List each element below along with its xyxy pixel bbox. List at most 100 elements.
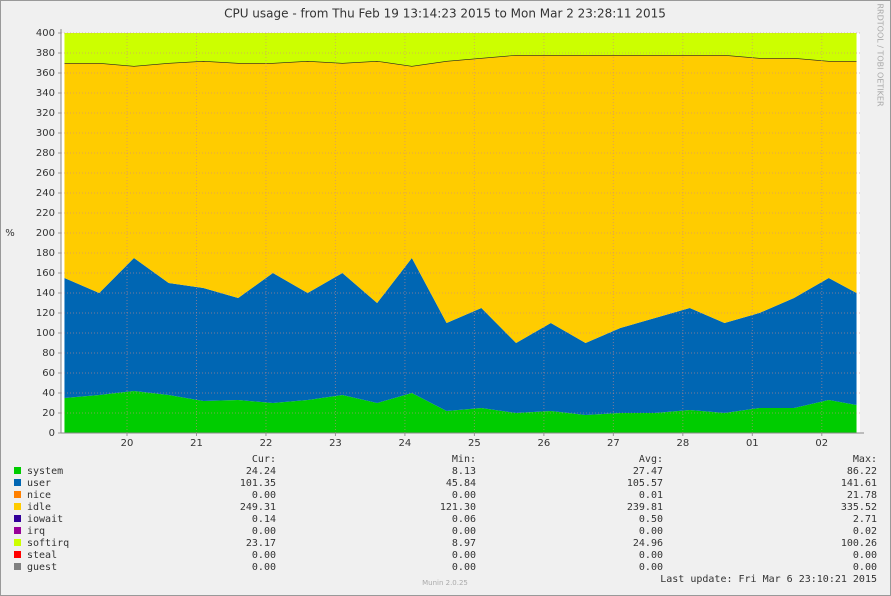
legend-stat: 0.00: [252, 550, 276, 561]
x-tick-label: 21: [190, 438, 203, 449]
y-tick-label: 400: [36, 28, 55, 39]
legend-stat: 0.00: [452, 562, 476, 573]
area: [64, 258, 857, 415]
legend-label: user: [27, 478, 51, 489]
y-tick-label: 120: [36, 308, 55, 319]
legend-stat: 8.13: [452, 466, 476, 477]
legend-label: system: [27, 466, 63, 477]
y-tick-label: 260: [36, 168, 55, 179]
legend-stat: 0.00: [252, 490, 276, 501]
legend-stat: 0.00: [252, 526, 276, 537]
legend-stat: 45.84: [446, 478, 476, 489]
legend-stat: 121.30: [440, 502, 476, 513]
y-tick-label: 20: [42, 408, 55, 419]
legend-stat: 249.31: [240, 502, 276, 513]
y-tick-label: 80: [42, 348, 55, 359]
y-tick-label: 60: [42, 368, 55, 379]
legend-swatch: [14, 527, 21, 534]
x-tick-label: 25: [468, 438, 481, 449]
last-update: Last update: Fri Mar 6 23:10:21 2015: [660, 574, 877, 585]
y-tick-label: 340: [36, 88, 55, 99]
legend-stat: 24.24: [246, 466, 276, 477]
legend-stat: 239.81: [627, 502, 663, 513]
x-tick-label: 20: [121, 438, 134, 449]
legend-swatch: [14, 467, 21, 474]
x-tick-label: 24: [399, 438, 412, 449]
y-axis-label: %: [5, 228, 15, 239]
legend-label: steal: [27, 550, 57, 561]
x-tick-label: 28: [676, 438, 689, 449]
legend-stat: 0.00: [853, 550, 877, 561]
y-tick-label: 240: [36, 188, 55, 199]
legend-swatch: [14, 503, 21, 510]
legend-stat: 8.97: [452, 538, 476, 549]
y-tick-label: 180: [36, 248, 55, 259]
legend-stat: 0.00: [452, 490, 476, 501]
legend-stat: 101.35: [240, 478, 276, 489]
legend-swatch: [14, 491, 21, 498]
legend-stat: 0.00: [252, 562, 276, 573]
legend-label: guest: [27, 562, 57, 573]
area: [64, 391, 857, 433]
y-tick-label: 160: [36, 268, 55, 279]
stat-header: Cur:: [252, 454, 276, 465]
y-tick-label: 140: [36, 288, 55, 299]
y-tick-label: 0: [49, 428, 55, 439]
legend-stat: 0.50: [639, 514, 663, 525]
legend-stat: 0.14: [252, 514, 276, 525]
y-tick-label: 380: [36, 48, 55, 59]
legend-stat: 105.57: [627, 478, 663, 489]
y-tick-label: 100: [36, 328, 55, 339]
x-tick-label: 01: [746, 438, 759, 449]
legend-stat: 0.00: [853, 562, 877, 573]
footer: Munin 2.0.25: [422, 579, 468, 587]
x-tick-label: 27: [607, 438, 620, 449]
x-tick-label: 26: [538, 438, 551, 449]
legend-stat: 100.26: [841, 538, 877, 549]
stat-header: Max:: [853, 454, 877, 465]
y-tick-label: 40: [42, 388, 55, 399]
legend-label: irq: [27, 526, 45, 537]
legend-label: iowait: [27, 514, 63, 525]
x-tick-label: 23: [329, 438, 342, 449]
legend-stat: 0.00: [452, 550, 476, 561]
area: [64, 33, 857, 66]
legend-stat: 0.00: [639, 526, 663, 537]
legend-stat: 0.00: [452, 526, 476, 537]
legend-stat: 0.02: [853, 526, 877, 537]
legend-label: nice: [27, 490, 51, 501]
legend-stat: 23.17: [246, 538, 276, 549]
side-text: RRDTOOL / TOBI OETIKER: [876, 3, 885, 106]
y-tick-label: 360: [36, 68, 55, 79]
legend-stat: 86.22: [847, 466, 877, 477]
legend-stat: 21.78: [847, 490, 877, 501]
legend-label: idle: [27, 502, 51, 513]
legend-stat: 141.61: [841, 478, 877, 489]
y-tick-label: 320: [36, 108, 55, 119]
legend-stat: 0.06: [452, 514, 476, 525]
legend-swatch: [14, 551, 21, 558]
legend-stat: 2.71: [853, 514, 877, 525]
legend-label: softirq: [27, 538, 69, 549]
legend-stat: 0.01: [639, 490, 663, 501]
legend-swatch: [14, 479, 21, 486]
y-tick-label: 200: [36, 228, 55, 239]
legend-swatch: [14, 515, 21, 522]
legend-stat: 27.47: [633, 466, 663, 477]
legend-swatch: [14, 563, 21, 570]
legend-stat: 24.96: [633, 538, 663, 549]
stat-header: Min:: [452, 454, 476, 465]
legend-stat: 335.52: [841, 502, 877, 513]
y-tick-label: 280: [36, 148, 55, 159]
legend-stat: 0.00: [639, 550, 663, 561]
stat-header: Avg:: [639, 454, 663, 465]
y-tick-label: 300: [36, 128, 55, 139]
area: [64, 55, 857, 343]
chart-title: CPU usage - from Thu Feb 19 13:14:23 201…: [224, 7, 666, 21]
legend-stat: 0.00: [639, 562, 663, 573]
x-tick-label: 02: [815, 438, 828, 449]
x-tick-label: 22: [260, 438, 273, 449]
legend-swatch: [14, 539, 21, 546]
y-tick-label: 220: [36, 208, 55, 219]
